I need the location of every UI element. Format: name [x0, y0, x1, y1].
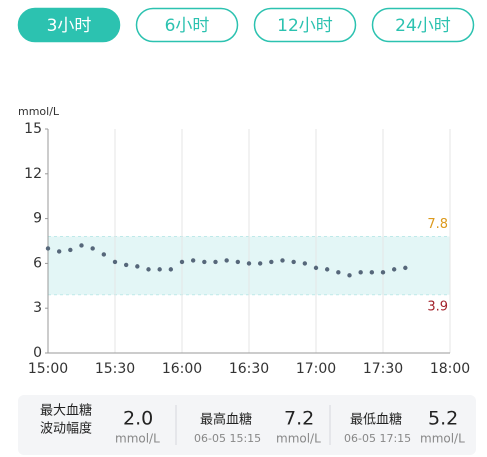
y-tick-label: 12 — [24, 166, 42, 182]
point — [190, 258, 196, 263]
point — [101, 252, 107, 257]
x-tick-label: 17:00 — [296, 361, 336, 377]
point — [179, 259, 185, 265]
point — [369, 270, 375, 275]
stat-value: 7.2 — [284, 408, 314, 430]
tab-label[interactable]: 24小时 — [395, 16, 451, 36]
point — [168, 267, 174, 272]
point — [112, 259, 118, 265]
point — [235, 259, 241, 265]
x-tick-label: 15:30 — [95, 361, 135, 377]
point — [391, 267, 397, 272]
point — [257, 261, 263, 266]
stat-label: 最高血糖 — [200, 412, 252, 428]
y-tick-label: 15 — [24, 121, 42, 137]
stat-unit: mmol/L — [115, 432, 160, 446]
point — [291, 259, 296, 265]
tab-label[interactable]: 12小时 — [277, 16, 333, 36]
point — [68, 247, 73, 253]
tab[interactable] — [135, 7, 239, 43]
stat-time: 06-05 15:15 — [194, 432, 261, 445]
x-tick-label: 16:30 — [229, 361, 269, 377]
stat-time: 06-05 17:15 — [344, 432, 411, 445]
tab-label[interactable]: 6小时 — [165, 16, 210, 36]
stat-label: 波动幅度 — [40, 421, 92, 437]
point — [224, 258, 229, 263]
point — [280, 258, 285, 263]
point — [324, 267, 330, 272]
point — [347, 273, 352, 278]
stat-value: 2.0 — [123, 408, 153, 430]
y-axis-label: mmol/L — [18, 105, 60, 118]
target-high-label: 7.8 — [427, 217, 448, 232]
x-tick-label: 15:00 — [28, 361, 68, 377]
tab[interactable] — [17, 7, 121, 43]
tab-label[interactable]: 3小时 — [47, 16, 92, 36]
x-tick-label: 18:00 — [430, 361, 470, 377]
point — [403, 265, 408, 271]
point — [313, 265, 319, 271]
x-tick-label: 16:00 — [162, 361, 202, 377]
point — [336, 270, 341, 275]
point — [45, 246, 51, 251]
point — [79, 243, 84, 248]
y-tick-label: 3 — [33, 300, 42, 316]
stat-label: 最低血糖 — [350, 412, 402, 428]
point — [135, 264, 140, 269]
tab[interactable] — [253, 7, 357, 43]
stat-unit: mmol/L — [420, 432, 465, 446]
point — [157, 267, 162, 272]
y-tick-label: 0 — [33, 345, 42, 361]
point — [90, 246, 95, 251]
point — [213, 259, 218, 265]
point — [380, 270, 386, 275]
point — [358, 270, 363, 275]
stat-value: 5.2 — [428, 408, 458, 430]
stats-panel — [18, 395, 476, 455]
point — [302, 261, 308, 266]
stat-label: 最大血糖 — [40, 403, 92, 419]
stat-unit: mmol/L — [276, 432, 321, 446]
target-low-label: 3.9 — [427, 299, 448, 314]
point — [56, 249, 62, 254]
point — [246, 261, 252, 266]
point — [269, 259, 274, 265]
point — [123, 262, 129, 268]
y-tick-label: 6 — [33, 255, 42, 271]
tab[interactable] — [371, 7, 475, 43]
point — [202, 259, 207, 265]
point — [146, 267, 151, 272]
y-tick-label: 9 — [33, 211, 42, 227]
x-tick-label: 17:30 — [363, 361, 403, 377]
